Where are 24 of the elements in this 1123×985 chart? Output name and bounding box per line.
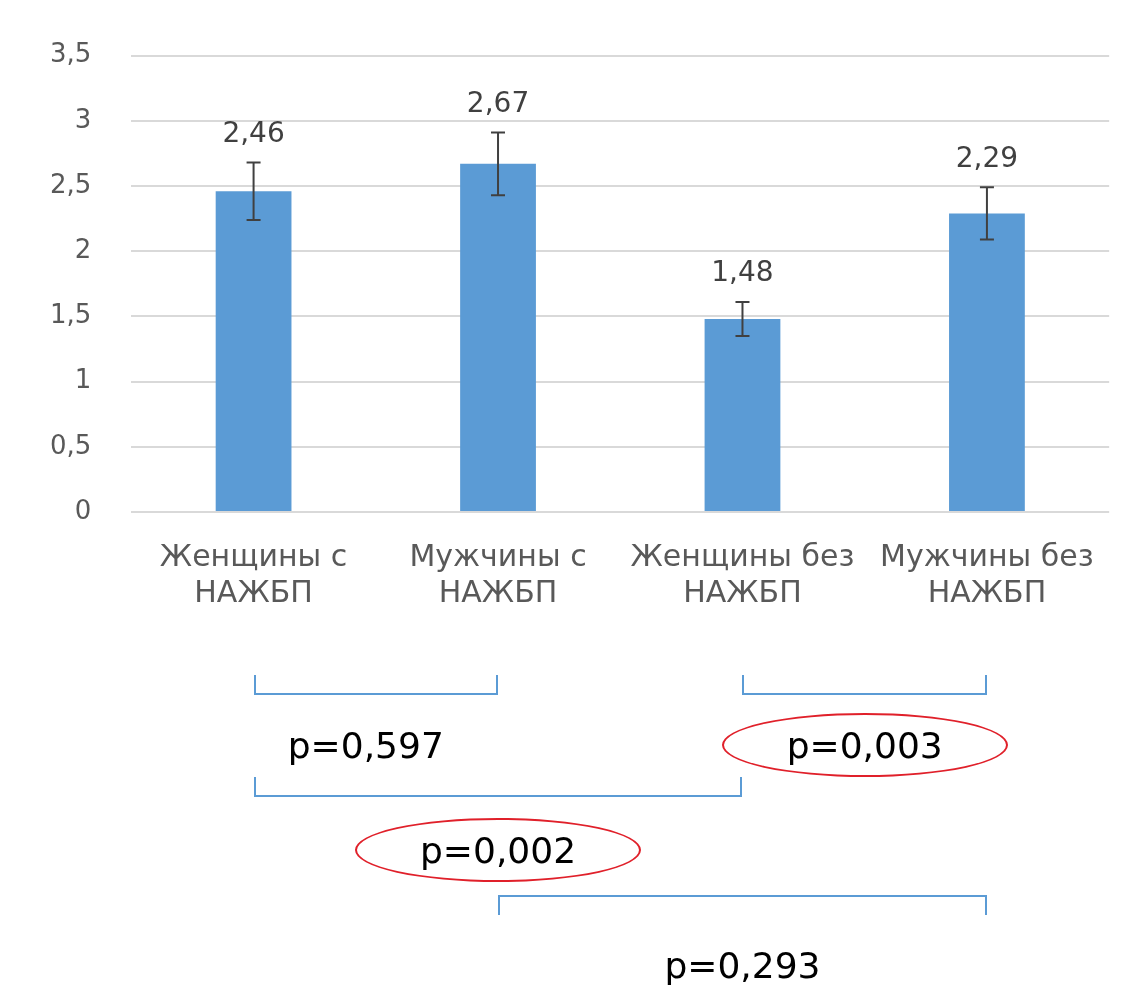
text: p=0,003 [786, 724, 943, 766]
data-label: 1,48 [711, 255, 774, 289]
bar [460, 163, 536, 511]
y-tick-label: 1,5 [49, 299, 92, 330]
bar [215, 191, 292, 511]
data-label: 2,46 [222, 115, 285, 149]
x-tick-label: Женщины с НАЖБП [159, 537, 348, 609]
text: p=0,597 [287, 724, 444, 766]
x-tick-label: Мужчины с НАЖБП [409, 537, 587, 609]
bar [704, 319, 781, 511]
y-tick-label: 0,5 [49, 429, 92, 460]
y-tick-label: 3 [74, 103, 92, 134]
y-tick-label: 1 [74, 364, 92, 395]
text: p=0,293 [664, 944, 821, 985]
y-tick-label: 2,5 [49, 168, 92, 199]
x-tick-label: Мужчины без НАЖБП [880, 537, 1094, 609]
y-tick-label: 3,5 [49, 38, 92, 69]
text: p=0,002 [419, 829, 577, 871]
y-tick-label: 2 [74, 233, 92, 264]
x-tick-label: Женщины без НАЖБП [630, 537, 855, 609]
data-label: 2,29 [955, 140, 1019, 174]
data-label: 2,67 [466, 85, 530, 119]
bar [949, 213, 1025, 511]
y-tick-label: 0 [74, 494, 92, 525]
